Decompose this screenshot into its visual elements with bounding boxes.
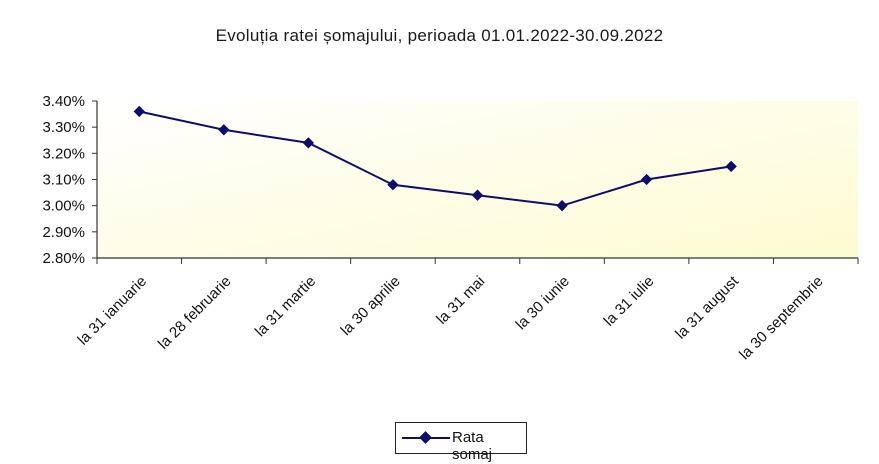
y-axis: 2.80% 2.90% 3.00% 3.10% 3.20% 3.30% 3.40% — [42, 93, 98, 267]
x-tick-label: la 31 iulie — [601, 273, 658, 330]
data-point — [471, 189, 484, 201]
legend: Rata somaj — [395, 422, 527, 463]
x-tick-label: la 30 iunie — [513, 273, 573, 333]
y-tick-label: 3.20% — [42, 145, 85, 162]
plot-area — [97, 101, 858, 258]
data-point — [725, 160, 737, 173]
data-point — [387, 179, 399, 191]
data-point — [556, 200, 568, 212]
chart-title: Evoluția ratei șomajului, perioada 01.01… — [215, 26, 664, 45]
series-line — [139, 110, 732, 207]
x-tick-label: la 30 septembrie — [736, 273, 826, 363]
y-tick-label: 2.80% — [42, 250, 85, 267]
x-tick-label: la 31 august — [672, 272, 742, 342]
x-tick-label: la 28 februarie — [155, 273, 235, 353]
x-axis: la 31 ianuarie la 28 februarie la 31 marti… — [74, 257, 859, 363]
data-point — [218, 124, 230, 136]
y-tick-label: 3.30% — [42, 119, 85, 136]
x-tick-label: la 30 aprilie — [338, 273, 404, 339]
y-tick-label: 2.90% — [42, 224, 85, 241]
y-tick-label: 3.10% — [42, 172, 85, 189]
x-tick-label: la 31 mai — [433, 273, 488, 328]
x-tick-label: la 31 martie — [252, 273, 319, 340]
data-point — [640, 173, 653, 186]
legend-marker-icon — [402, 431, 450, 444]
y-tick-label: 3.00% — [42, 198, 85, 215]
x-tick-label: la 31 ianuarie — [74, 273, 150, 349]
y-tick-label: 3.40% — [42, 93, 85, 110]
legend-label: Rata somaj — [452, 429, 493, 463]
data-point — [302, 137, 315, 149]
